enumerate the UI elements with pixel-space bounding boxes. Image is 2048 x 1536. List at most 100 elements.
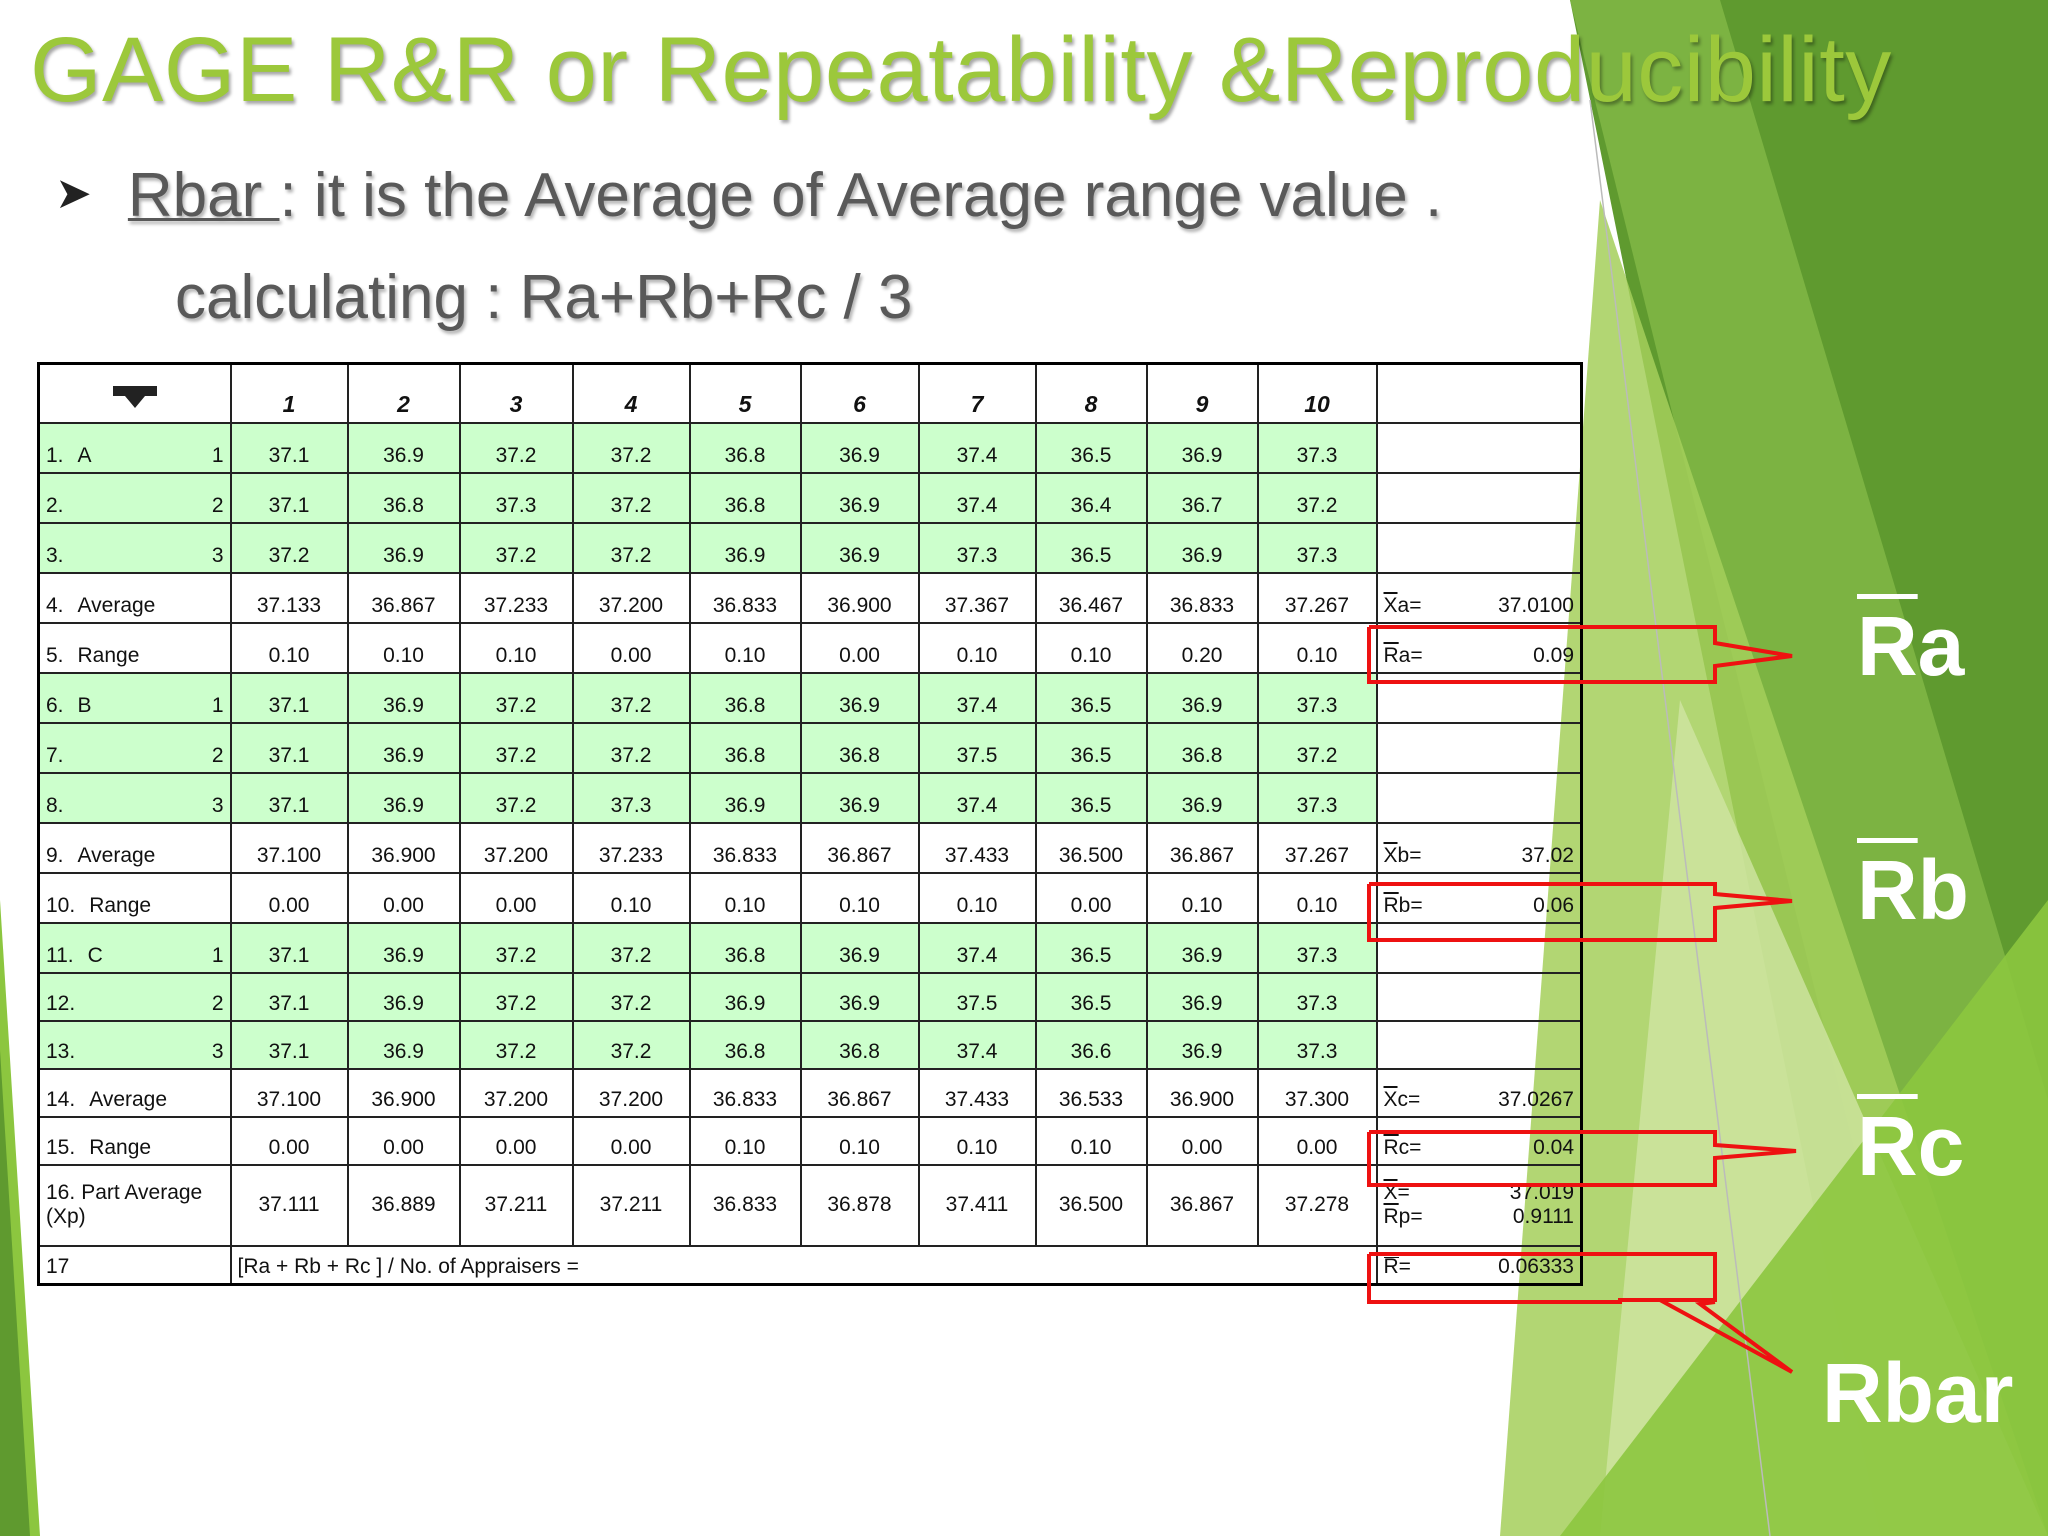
row-number: 9. — [46, 843, 64, 867]
header-empty — [1375, 362, 1583, 424]
row-label-parts: 13. 3 — [46, 1040, 224, 1064]
value-cell: 36.8 — [799, 721, 920, 774]
value-cell: 37.3 — [1256, 771, 1378, 824]
summary-value: 0.04 — [1533, 1135, 1574, 1159]
row-label-parts: 6. B 1 — [46, 694, 224, 718]
value-cell: 0.10 — [346, 621, 461, 674]
row-number: 16. — [46, 1181, 76, 1204]
value-cell: 36.9 — [799, 771, 920, 824]
value-cell: 36.9 — [799, 971, 920, 1022]
value-cell: 37.2 — [571, 421, 691, 474]
value-cell: 37.4 — [917, 921, 1037, 974]
value-cell: 0.00 — [229, 871, 349, 924]
value-cell: 37.2 — [1256, 721, 1378, 774]
row-label-parts: 5. Range — [46, 644, 224, 668]
table-row: 9. Average 37.100 36.900 37.200 37.233 36.833 3… — [37, 821, 1583, 874]
row-label: 3. 3 — [37, 521, 232, 574]
summary-operator: = — [1410, 1205, 1423, 1228]
value-cell: 37.433 — [917, 821, 1037, 874]
value-cell: 36.500 — [1034, 1163, 1148, 1247]
row-name — [64, 494, 212, 518]
summary-symbol: Xb — [1383, 843, 1410, 867]
value-cell: 0.00 — [1034, 871, 1148, 924]
value-cell: 0.10 — [458, 621, 574, 674]
bullet-line: ➤ Rbar : it is the Average of Average ran… — [55, 160, 1442, 231]
column-header: 2 — [346, 362, 461, 424]
value-cell: 0.10 — [1256, 621, 1378, 674]
summary-entry: X = 37.019 — [1384, 1181, 1575, 1205]
row-number: 6. — [46, 693, 64, 717]
table-row: 3. 3 37.2 36.9 37.2 37.2 36.9 36.9 37.3 36.5 36.9 3… — [37, 521, 1583, 574]
value-cell: 37.233 — [571, 821, 691, 874]
value-cell: 36.9 — [799, 421, 920, 474]
row-label: 9. Average — [37, 821, 232, 874]
row-label: 11. C 1 — [37, 921, 232, 974]
summary-cell — [1375, 521, 1583, 574]
row-name — [64, 794, 212, 818]
row-number: 3. — [46, 543, 64, 567]
value-cell: 36.5 — [1034, 921, 1148, 974]
summary-entry: Ra = 0.09 — [1384, 644, 1575, 668]
summary-cell: Rb = 0.06 — [1375, 871, 1583, 924]
value-cell: 36.8 — [799, 1019, 920, 1070]
trial-number: 2 — [211, 743, 224, 767]
value-cell: 0.00 — [1256, 1115, 1378, 1166]
value-cell: 37.1 — [229, 671, 349, 724]
value-cell: 37.433 — [917, 1067, 1037, 1118]
row-number: 13. — [46, 1039, 76, 1063]
value-cell: 37.411 — [917, 1163, 1037, 1247]
value-cell: 36.9 — [346, 671, 461, 724]
summary-symbol: R — [1383, 1255, 1399, 1278]
summary-cell: Ra = 0.09 — [1375, 621, 1583, 674]
value-cell: 0.10 — [571, 871, 691, 924]
value-cell: 0.10 — [917, 871, 1037, 924]
callout-label: Rc — [1857, 1099, 1965, 1193]
value-cell: 0.10 — [1256, 871, 1378, 924]
row-number: 15. — [46, 1135, 76, 1159]
summary-cell — [1375, 771, 1583, 824]
value-cell: 0.20 — [1145, 621, 1259, 674]
value-cell: 36.8 — [688, 1019, 802, 1070]
table-row: 7. 2 37.1 36.9 37.2 37.2 36.8 36.8 37.5 36.5 36.8 3… — [37, 721, 1583, 774]
table-row: 6. B 1 37.1 36.9 37.2 37.2 36.8 36.9 37.4 36.5 36.9… — [37, 671, 1583, 724]
column-header: 3 — [458, 362, 574, 424]
value-cell: 37.3 — [1256, 971, 1378, 1022]
value-cell: 36.833 — [688, 821, 802, 874]
value-cell: 37.2 — [229, 521, 349, 574]
value-cell: 37.367 — [917, 571, 1037, 624]
summary-cell: R = 0.06333 — [1375, 1244, 1583, 1286]
summary-entry: Rc = 0.04 — [1384, 1136, 1575, 1160]
summary-symbol: Xa — [1383, 593, 1410, 617]
row-name: A — [77, 443, 92, 467]
value-cell: 36.6 — [1034, 1019, 1148, 1070]
value-cell: 37.2 — [458, 921, 574, 974]
summary-value: 37.0267 — [1498, 1087, 1574, 1111]
row-label: 13. 3 — [37, 1019, 232, 1070]
summary-cell — [1375, 471, 1583, 524]
value-cell: 37.2 — [458, 1019, 574, 1070]
row-name: Part Average (Xp) — [46, 1181, 203, 1228]
row-name — [64, 744, 212, 768]
value-cell: 36.500 — [1034, 821, 1148, 874]
row-label: 2. 2 — [37, 471, 232, 524]
summary-operator: = — [1409, 593, 1422, 617]
row-name: Average — [77, 843, 156, 867]
value-cell: 36.9 — [346, 421, 461, 474]
trial-number: 1 — [211, 693, 224, 717]
table-row: 12. 2 37.1 36.9 37.2 37.2 36.9 36.9 37.5 36.5 36.9… — [37, 971, 1583, 1022]
value-cell: 36.833 — [688, 1067, 802, 1118]
summary-operator: = — [1397, 1181, 1410, 1204]
value-cell: 37.3 — [1256, 1019, 1378, 1070]
value-cell: 0.00 — [1145, 1115, 1259, 1166]
value-cell: 36.9 — [1145, 971, 1259, 1022]
row-number: 17 — [46, 1255, 70, 1278]
row-number: 4. — [46, 593, 64, 617]
bullet-icon: ➤ — [55, 169, 92, 218]
value-cell: 0.10 — [1034, 1115, 1148, 1166]
value-cell: 36.900 — [346, 1067, 461, 1118]
row-label: 12. 2 — [37, 971, 232, 1022]
row-name: Average — [77, 593, 156, 617]
value-cell: 36.833 — [1145, 571, 1259, 624]
value-cell: 36.900 — [799, 571, 920, 624]
